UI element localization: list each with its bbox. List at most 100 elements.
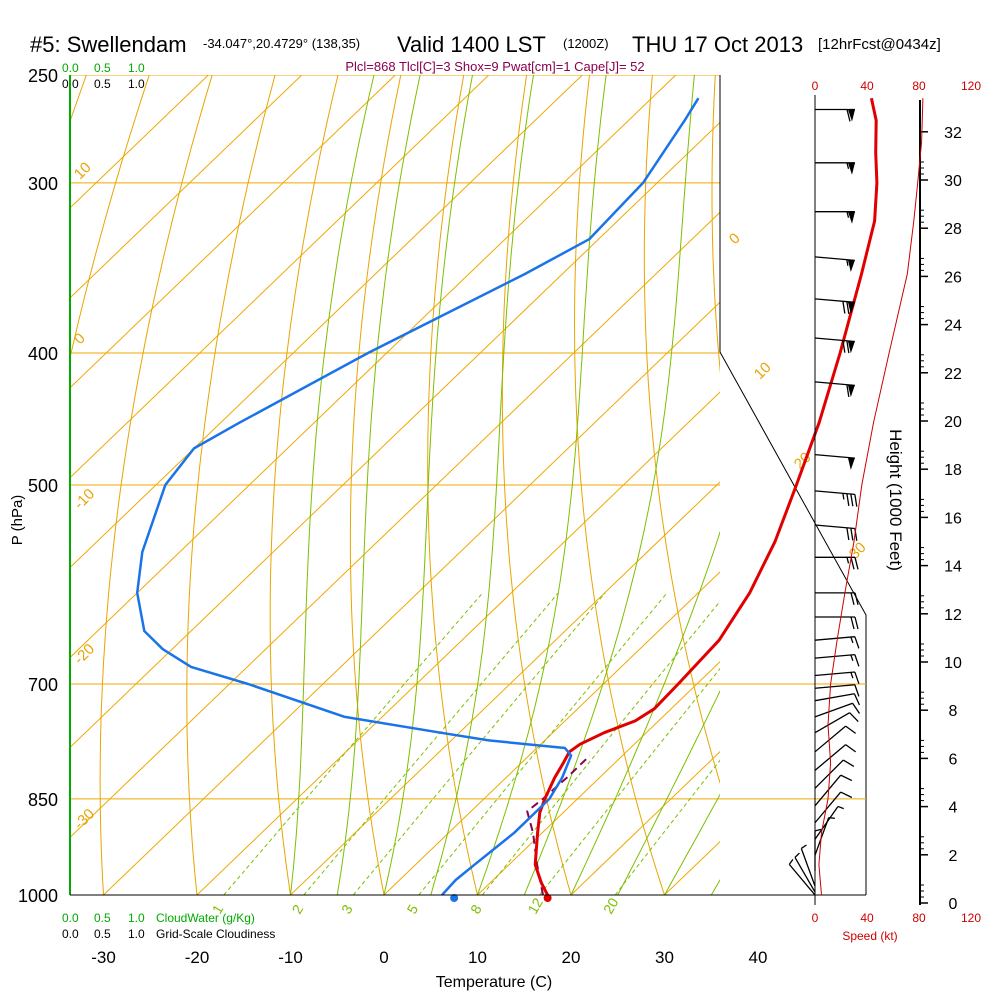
wind-barb [814, 805, 844, 840]
height-tick-label: 24 [944, 318, 962, 335]
sounding-profiles [135, 97, 879, 902]
height-tick-label: 2 [949, 848, 958, 865]
wind-barb [814, 454, 855, 470]
cloud-bottom-tick-0: 0.0 [62, 911, 79, 925]
dry-adiabat [501, 75, 572, 895]
moist-adiabat [430, 75, 534, 895]
dry-adiabat [573, 75, 665, 895]
wind-barb [814, 759, 855, 789]
height-tick-label: 18 [944, 462, 962, 479]
wind-barb [814, 774, 853, 807]
cloud-top-scale-green: 0.0 0.5 1.0 [62, 61, 145, 75]
mixing-ratio-label: 2 [289, 902, 307, 917]
cloudiness-bottom-tick-0: 0.0 [62, 927, 79, 941]
wind-barb [814, 693, 861, 706]
speed-bottom-tick: 40 [860, 911, 874, 925]
wind-barb [814, 298, 855, 315]
temperature-tick-label: -30 [91, 948, 116, 967]
pressure-tick-label: 500 [28, 476, 58, 496]
mixing-ratio-line [352, 592, 606, 895]
pressure-tick-label: 400 [28, 344, 58, 364]
height-tick-label: 12 [944, 607, 962, 624]
temperature-tick-label: 10 [468, 948, 487, 967]
cloudiness-bottom-tick-2: 1.0 [128, 927, 145, 941]
mixing-ratio-label: 8 [467, 902, 485, 917]
mixing-ratio-label: 5 [404, 902, 422, 917]
adiabat-label: -30 [71, 805, 98, 832]
mixing-ratio-line [418, 592, 668, 895]
adiabat-label: 10 [71, 159, 95, 183]
moist-adiabat [570, 530, 720, 895]
dewpoint-trace [135, 97, 700, 896]
moist-adiabat [710, 879, 720, 895]
wind-barb [814, 828, 822, 871]
wind-barb [814, 712, 859, 734]
isotherm [196, 391, 720, 895]
height-tick-label: 4 [949, 800, 958, 817]
dry-adiabat [0, 75, 24, 895]
height-tick-label: 20 [944, 414, 962, 431]
height-tick-label: 8 [949, 703, 958, 720]
speed-top-tick: 120 [961, 79, 981, 93]
cloudiness-top-tick-2: 1.0 [128, 77, 145, 91]
height-tick-label: 14 [944, 559, 962, 576]
speed-bottom-tick: 0 [812, 911, 819, 925]
pressure-tick-label: 300 [28, 174, 58, 194]
moist-adiabat [617, 689, 720, 895]
isotherm [852, 75, 1000, 895]
wind-barb [814, 817, 835, 856]
wind-barb [815, 616, 859, 630]
adiabat-label: -10 [71, 485, 98, 512]
pressure-tick-label: 1000 [18, 886, 58, 906]
wind-barb [814, 744, 857, 771]
wind-barbs [788, 95, 861, 905]
speed-label: Speed (kt) [842, 929, 897, 943]
wind-barb [814, 791, 853, 824]
height-tick-label: 16 [944, 510, 962, 527]
dry-adiabat [711, 75, 720, 374]
isotherm [70, 211, 720, 839]
cloud-top-tick-2: 1.0 [128, 61, 145, 75]
adiabat-label: -20 [71, 640, 98, 667]
speed-top-tick: 40 [860, 79, 874, 93]
temperature-tick-label: -10 [278, 948, 303, 967]
cloudiness-label: Grid-Scale Cloudiness [156, 927, 275, 941]
wind-barb [815, 211, 855, 224]
wind-barb [814, 381, 855, 398]
panel-boundary [719, 351, 867, 895]
adiabat-label: 30 [846, 539, 870, 563]
height-tick-label: 6 [949, 751, 958, 768]
wind-barb [814, 337, 855, 354]
wind-barb [788, 858, 816, 896]
wind-barb [814, 684, 860, 697]
isotherm [70, 75, 396, 389]
station-title: #5: Swellendam [30, 32, 187, 57]
wind-barb [814, 725, 857, 753]
dry-adiabat [427, 75, 478, 895]
height-tick-label: 32 [944, 125, 962, 142]
cloud-bottom-tick-1: 0.5 [94, 911, 111, 925]
cloudiness-bottom-tick-1: 0.5 [94, 927, 111, 941]
mixing-ratio-label: 20 [600, 895, 622, 917]
wind-barb [814, 702, 861, 718]
moist-adiabat [336, 75, 421, 895]
temperature-tick-label: -20 [185, 948, 210, 967]
isotherm [70, 121, 720, 749]
moist-adiabat [523, 75, 695, 895]
temperature-tick-label: 40 [749, 948, 768, 967]
pressure-tick-label: 250 [28, 66, 58, 86]
station-coords: -34.047°,20.4729° (138,35) [203, 36, 360, 51]
pressure-tick-label: 700 [28, 675, 58, 695]
mixing-ratio-label: 3 [338, 902, 356, 917]
wind-barb [814, 671, 860, 684]
speed-top-tick: 0 [812, 79, 819, 93]
cloud-bottom-scale: 0.0 0.5 1.0 CloudWater (g/Kg) 0.0 0.5 1.… [62, 911, 275, 941]
isotherm [70, 75, 677, 659]
height-tick-label: 22 [944, 366, 962, 383]
pressure-tick-label: 850 [28, 790, 58, 810]
adiabat-label: 0 [726, 230, 744, 248]
isotherm [290, 481, 720, 895]
wind-barb [814, 490, 858, 507]
